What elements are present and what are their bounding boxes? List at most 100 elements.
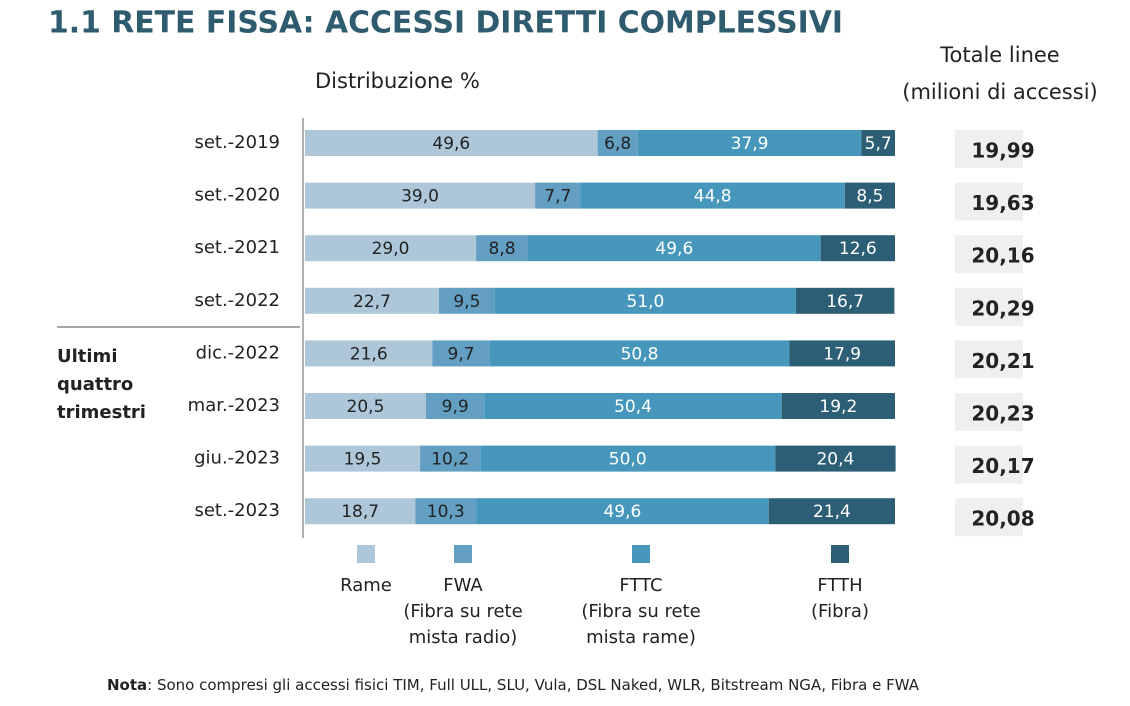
data-label: 9,7 [448,344,475,364]
bar-segment [820,235,895,262]
data-label: 49,6 [655,239,693,259]
y-tick-label: set.-2022 [194,290,280,311]
data-label: 50,0 [609,450,647,470]
total-box [955,340,1023,379]
data-label: 8,5 [856,187,883,207]
bar-segment [425,393,485,419]
data-label: 51,0 [627,292,665,312]
total-label: 19,99 [971,139,1034,163]
chart-title: 1.1 RETE FISSA: ACCESSI DIRETTI COMPLESS… [48,6,843,41]
bar-segment [432,340,490,367]
bar-segment [305,287,439,314]
data-label: 29,0 [372,239,410,259]
data-label: 49,6 [603,502,641,522]
y-tick-label: set.-2020 [194,185,280,206]
y-tick-label: set.-2021 [194,237,280,258]
total-box [955,287,1023,326]
group-label: trimestri [57,402,146,423]
bar-segment [637,130,862,156]
data-label: 18,7 [341,502,379,522]
data-label: 21,4 [813,502,851,522]
total-box [955,235,1023,274]
total-label: 20,17 [971,454,1034,478]
bar-segment [420,445,481,472]
data-label: 20,4 [816,450,854,470]
bar-segment [476,498,769,525]
bar-segment [597,130,638,156]
bar-segment [768,498,895,525]
totals-header: (milioni di accessi) [902,80,1097,104]
total-box [955,445,1023,484]
legend-swatch [357,545,375,563]
bar-segment [781,393,895,419]
group-label: quattro [57,374,133,395]
data-label: 5,7 [865,134,892,154]
data-label: 8,8 [489,239,516,259]
legend-swatch [831,545,849,563]
note-label: Nota [107,676,147,694]
total-label: 20,23 [971,402,1034,426]
total-label: 20,16 [971,244,1034,268]
legend-label: mista rame) [586,627,696,648]
bar-segment [305,340,433,367]
bar-segment [305,130,598,156]
bar-segment [305,235,477,262]
total-label: 20,21 [971,349,1034,373]
data-label: 44,8 [694,187,732,207]
legend-label: FWA [443,575,483,596]
total-label: 19,63 [971,191,1034,215]
bar-segment [535,182,581,209]
legend-swatch [632,545,650,563]
legend-label: mista radio) [409,627,518,648]
bar-segment [580,182,845,209]
y-tick-label: mar.-2023 [188,395,280,416]
data-label: 19,2 [819,397,857,417]
bar-segment [494,287,796,314]
data-label: 10,2 [431,450,469,470]
legend-label: (Fibra su rete [581,601,700,622]
legend-label: FTTH [817,575,862,596]
note-text: : Sono compresi gli accessi fisici TIM, … [147,676,920,694]
data-label: 17,9 [823,344,861,364]
legend-label: Rame [340,575,392,596]
data-label: 19,5 [344,450,382,470]
data-label: 16,7 [826,292,864,312]
y-tick-label: giu.-2023 [194,448,280,469]
bar-segment [305,498,416,525]
y-tick-label: dic.-2022 [196,342,280,363]
data-label: 50,8 [621,344,659,364]
data-label: 10,3 [427,502,465,522]
bar-segment [438,287,495,314]
bar-segment [305,182,536,209]
legend-label: (Fibra) [811,601,869,622]
total-box [955,182,1023,221]
y-tick-label: set.-2023 [194,500,280,521]
bar-segment [775,445,896,472]
data-label: 50,4 [614,397,652,417]
bar-segment [480,445,776,472]
data-label: 9,5 [453,292,480,312]
bar-segment [415,498,477,525]
total-box [955,393,1023,431]
data-label: 6,8 [604,134,631,154]
bar-segment [844,182,895,209]
total-box [955,498,1023,537]
bar-segment [789,340,895,367]
data-label: 21,6 [350,344,388,364]
bar-segment [484,393,782,419]
totals-header: Totale linee [939,43,1059,67]
data-label: 39,0 [401,187,439,207]
total-label: 20,29 [971,296,1034,320]
chart-subtitle: Distribuzione % [315,69,480,93]
bar-segment [305,393,426,419]
bar-segment [861,130,895,156]
group-label: Ultimi [57,346,118,367]
legend-swatch [454,545,472,563]
y-tick-label: set.-2019 [194,132,280,153]
data-label: 49,6 [432,134,470,154]
legend-label: (Fibra su rete [403,601,522,622]
data-label: 7,7 [544,187,571,207]
note: Nota: Sono compresi gli accessi fisici T… [107,676,920,694]
data-label: 9,9 [442,397,469,417]
